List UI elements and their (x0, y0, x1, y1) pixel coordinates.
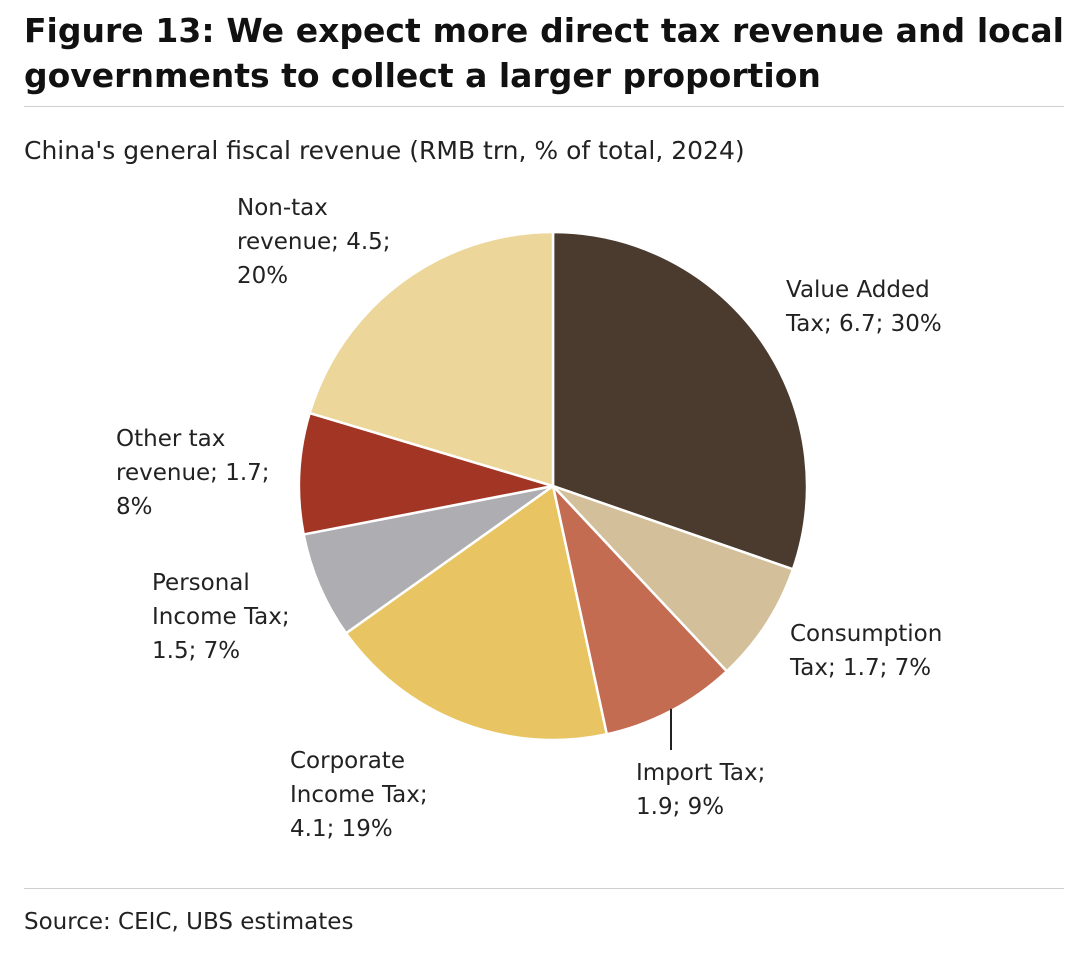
chart-subtitle: China's general fiscal revenue (RMB trn,… (24, 136, 745, 165)
source-divider (24, 888, 1064, 889)
source-note: Source: CEIC, UBS estimates (24, 909, 354, 935)
label-corporate-income-tax: Corporate Income Tax; 4.1; 19% (290, 748, 428, 842)
label-non-tax-revenue: Non-tax revenue; 4.5; 20% (237, 195, 391, 289)
label-consumption-tax: Consumption Tax; 1.7; 7% (789, 621, 942, 681)
label-value-added-tax: Value Added Tax; 6.7; 30% (785, 277, 942, 337)
slice-value-added-tax (551, 230, 809, 571)
slice-labels: Value Added Tax; 6.7; 30% Consumption Tax; … (116, 195, 942, 842)
label-personal-income-tax: Personal Income Tax; 1.5; 7% (152, 570, 290, 664)
slice-corporate-income-tax (344, 484, 608, 742)
title-divider (24, 106, 1064, 107)
label-other-tax-revenue: Other tax revenue; 1.7; 8% (116, 426, 270, 520)
pie-slices (297, 230, 809, 742)
slice-consumption-tax (551, 484, 795, 673)
slice-other-tax-revenue (297, 411, 555, 536)
slice-non-tax-revenue (308, 230, 555, 488)
label-import-tax: Import Tax; 1.9; 9% (636, 760, 765, 820)
figure-title: Figure 13: We expect more direct tax rev… (24, 11, 1064, 95)
